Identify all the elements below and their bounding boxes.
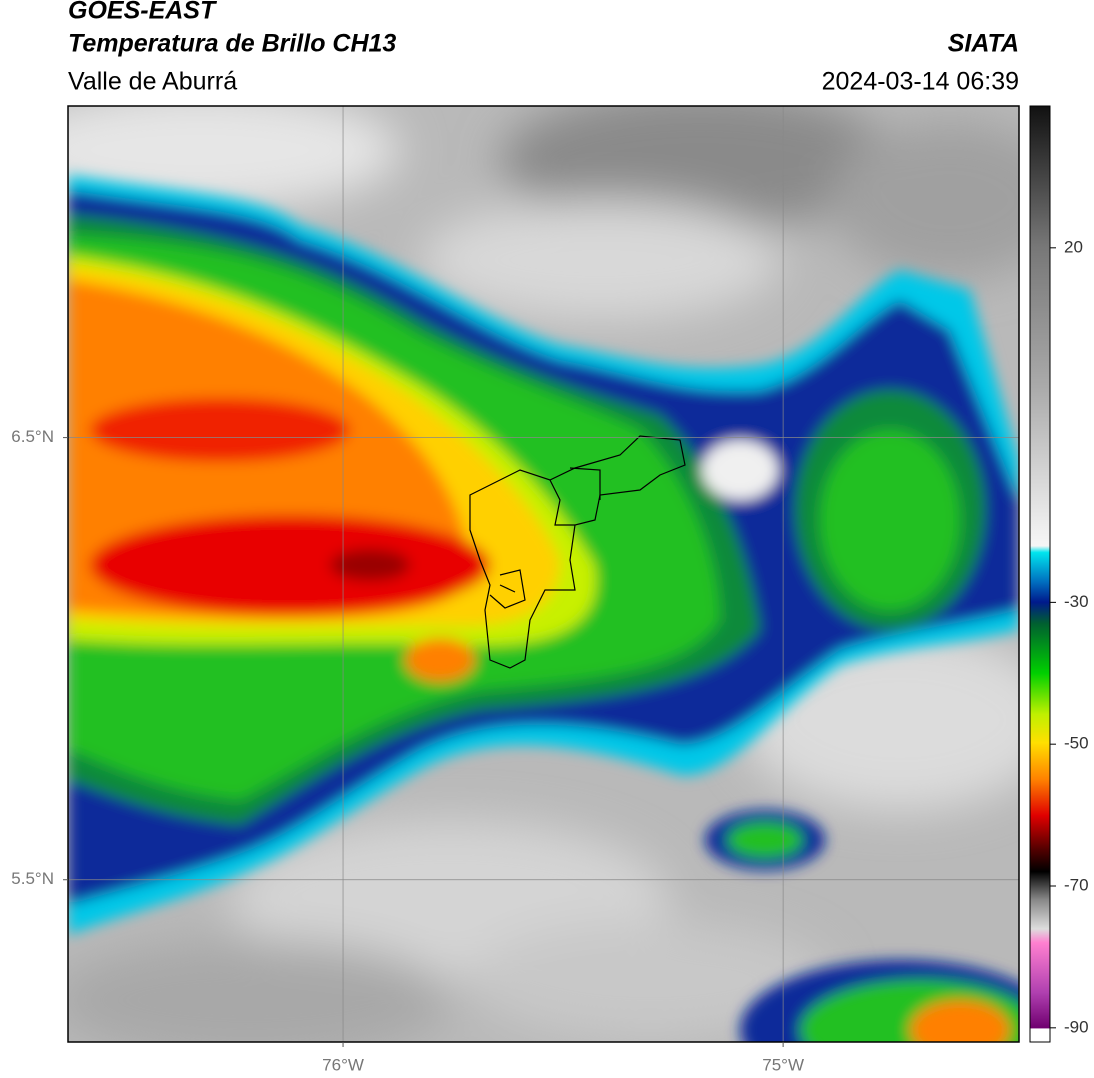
datetime: 2024-03-14 06:39	[822, 68, 1019, 96]
lat-label: 6.5°N	[11, 427, 54, 446]
colorbar-tick-label: -30	[1064, 592, 1089, 611]
colorbar-tick-label: -70	[1064, 875, 1089, 894]
title: GOES-EAST	[68, 0, 218, 25]
satellite-image-shape-shape	[330, 549, 410, 581]
graticule	[68, 106, 1019, 1042]
satellite-image-shape	[469, 435, 686, 669]
satellite-image-shape-shape	[470, 920, 830, 1040]
satellite-image-shape-shape	[420, 200, 780, 320]
satellite-image-shape	[68, 175, 1019, 1042]
satellite-image-shape-shape	[405, 638, 475, 682]
region: Valle de Aburrá	[68, 68, 237, 96]
satellite-image-shape-shape	[68, 940, 450, 1042]
satellite-image-shape-shape	[90, 398, 350, 462]
lon-label: 76°W	[322, 1055, 364, 1074]
colorbar	[1029, 105, 1051, 1043]
satellite-image-shape-shape	[830, 120, 1019, 280]
satellite-image-shape-shape	[702, 440, 778, 500]
satellite-image-shape-shape	[820, 430, 960, 610]
subtitle: Temperatura de Brillo CH13	[68, 30, 396, 58]
satellite-image-shape-shape	[500, 106, 900, 230]
colorbar-tick-label: -90	[1064, 1017, 1089, 1036]
satellite-image-shape-shape	[68, 106, 400, 210]
map-frame	[67, 105, 1020, 1043]
lon-label: 75°W	[762, 1055, 804, 1074]
satellite-image-shape-shape	[727, 822, 803, 858]
satellite-image-shape-shape	[910, 1000, 1010, 1042]
satellite-image-shape-shape	[489, 467, 601, 609]
satellite-image	[68, 106, 1019, 1042]
colorbar-tick-label: -50	[1064, 734, 1089, 753]
colorbar-tick-label: 20	[1064, 237, 1083, 256]
lat-label: 5.5°N	[11, 869, 54, 888]
satellite-image-shape-shape	[90, 515, 490, 615]
source: SIATA	[948, 30, 1019, 58]
